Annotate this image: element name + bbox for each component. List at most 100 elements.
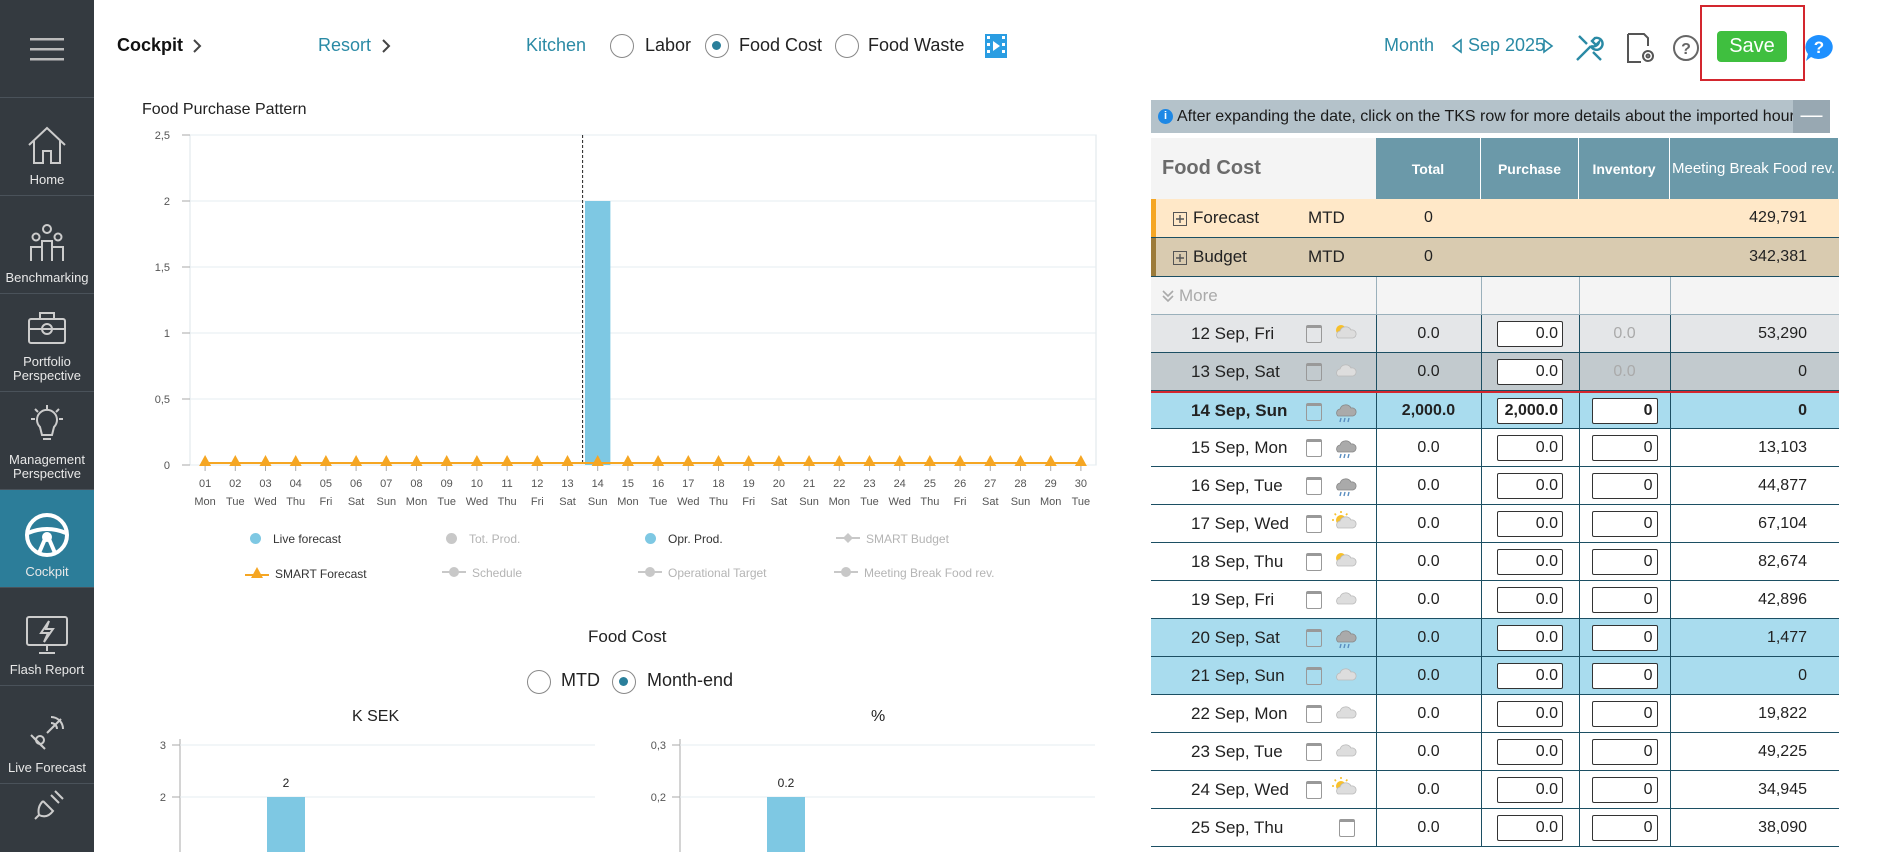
- chat-help-icon[interactable]: ?: [1803, 33, 1835, 63]
- legend-live-forecast[interactable]: Live forecast: [250, 532, 341, 546]
- col-meeting-break[interactable]: Meeting Break Food rev.: [1670, 138, 1839, 199]
- table-row[interactable]: 17 Sep, Wed 0.0 0.0 0 67,104: [1151, 505, 1839, 543]
- inventory-input[interactable]: 0: [1591, 434, 1658, 461]
- col-purchase[interactable]: Purchase: [1481, 138, 1579, 199]
- calendar-icon[interactable]: [1339, 819, 1355, 837]
- legend-operational-target[interactable]: Operational Target: [638, 566, 767, 580]
- video-icon[interactable]: [984, 33, 1008, 59]
- period-label[interactable]: Sep 2025: [1468, 35, 1546, 55]
- sidebar-item-portfolio[interactable]: Portfolio Perspective: [0, 294, 94, 392]
- legend-smart-forecast[interactable]: SMART Forecast: [245, 566, 367, 581]
- labor-label[interactable]: Labor: [645, 35, 692, 55]
- forecast-row[interactable]: Forecast MTD 0 429,791: [1151, 199, 1839, 238]
- month-selector[interactable]: Month: [1384, 35, 1435, 55]
- inventory-input[interactable]: 0: [1591, 548, 1658, 575]
- purchase-input[interactable]: 0.0: [1497, 662, 1563, 689]
- sidebar-item-cockpit[interactable]: Cockpit: [0, 490, 94, 588]
- food-cost-label[interactable]: Food Cost: [739, 35, 823, 55]
- chevron-right-icon[interactable]: [1542, 38, 1554, 54]
- sidebar-item-benchmarking[interactable]: Benchmarking: [0, 196, 94, 294]
- sidebar-item-more[interactable]: [0, 784, 94, 844]
- table-row[interactable]: 18 Sep, Thu 0.0 0.0 0 82,674: [1151, 543, 1839, 581]
- legend-tot-prod[interactable]: Tot. Prod.: [446, 532, 520, 546]
- food-waste-label[interactable]: Food Waste: [868, 35, 965, 55]
- expand-icon[interactable]: [1173, 251, 1187, 265]
- purchase-input[interactable]: 0.0: [1497, 434, 1563, 461]
- table-row[interactable]: 15 Sep, Mon 0.0 0.0 0 13,103: [1151, 429, 1839, 467]
- sidebar-item-live-forecast[interactable]: Live Forecast: [0, 686, 94, 784]
- sidebar-item-home[interactable]: Home: [0, 98, 94, 196]
- calendar-icon[interactable]: [1306, 705, 1322, 723]
- purchase-input[interactable]: 0.0: [1497, 510, 1563, 537]
- food-cost-radio[interactable]: [705, 34, 729, 58]
- legend-opr-prod[interactable]: Opr. Prod.: [645, 532, 723, 546]
- budget-row[interactable]: Budget MTD 0 342,381: [1151, 238, 1839, 277]
- sidebar-item-flash-report[interactable]: Flash Report: [0, 588, 94, 686]
- table-row[interactable]: 14 Sep, Sun 2,000.0 2,000.0 0 0: [1151, 391, 1839, 429]
- labor-radio[interactable]: [610, 34, 634, 58]
- month-end-label[interactable]: Month-end: [647, 670, 734, 690]
- purchase-input[interactable]: 0.0: [1497, 586, 1563, 613]
- mtd-label[interactable]: MTD: [561, 670, 600, 690]
- table-row[interactable]: 24 Sep, Wed 0.0 0.0 0 34,945: [1151, 771, 1839, 809]
- more-row[interactable]: More: [1151, 277, 1839, 315]
- inventory-input[interactable]: 0: [1591, 814, 1658, 841]
- breadcrumb-kitchen[interactable]: Kitchen: [526, 35, 587, 55]
- calendar-icon[interactable]: [1306, 743, 1322, 761]
- calendar-icon[interactable]: [1306, 515, 1322, 533]
- col-inventory[interactable]: Inventory: [1579, 138, 1670, 199]
- table-row[interactable]: 16 Sep, Tue 0.0 0.0 0 44,877: [1151, 467, 1839, 505]
- calendar-icon[interactable]: [1306, 629, 1322, 647]
- inventory-input[interactable]: 0: [1591, 662, 1658, 689]
- table-row[interactable]: 19 Sep, Fri 0.0 0.0 0 42,896: [1151, 581, 1839, 619]
- col-total[interactable]: Total: [1376, 138, 1481, 199]
- purchase-input[interactable]: 0.0: [1497, 776, 1563, 803]
- expand-icon[interactable]: [1173, 212, 1187, 226]
- calendar-icon[interactable]: [1306, 403, 1322, 421]
- inventory-input[interactable]: 0: [1591, 586, 1658, 613]
- calendar-icon[interactable]: [1306, 667, 1322, 685]
- legend-meeting-break[interactable]: Meeting Break Food rev.: [834, 566, 995, 580]
- purchase-input[interactable]: 0.0: [1497, 700, 1563, 727]
- inventory-input[interactable]: 0: [1591, 700, 1658, 727]
- calendar-icon[interactable]: [1306, 591, 1322, 609]
- food-waste-radio[interactable]: [835, 34, 859, 58]
- collapse-button[interactable]: —: [1793, 100, 1830, 133]
- inventory-input[interactable]: 0: [1591, 738, 1658, 765]
- save-button[interactable]: Save: [1717, 31, 1787, 62]
- purchase-input[interactable]: 0.0: [1497, 814, 1563, 841]
- calendar-icon[interactable]: [1306, 363, 1322, 381]
- table-row[interactable]: 20 Sep, Sat 0.0 0.0 0 1,477: [1151, 619, 1839, 657]
- purchase-input[interactable]: 0.0: [1497, 624, 1563, 651]
- table-row[interactable]: 13 Sep, Sat 0.0 0.0 0.0 0: [1151, 353, 1839, 391]
- table-row[interactable]: 12 Sep, Fri 0.0 0.0 0.0 53,290: [1151, 315, 1839, 353]
- inventory-input[interactable]: 0: [1591, 776, 1658, 803]
- inventory-input[interactable]: 0: [1591, 472, 1658, 499]
- legend-smart-budget[interactable]: SMART Budget: [836, 532, 949, 546]
- purchase-input[interactable]: 0.0: [1497, 738, 1563, 765]
- table-row[interactable]: 23 Sep, Tue 0.0 0.0 0 49,225: [1151, 733, 1839, 771]
- chevron-left-icon[interactable]: [1451, 38, 1463, 54]
- sidebar-item-management[interactable]: Management Perspective: [0, 392, 94, 490]
- table-row[interactable]: 21 Sep, Sun 0.0 0.0 0 0: [1151, 657, 1839, 695]
- table-row[interactable]: 25 Sep, Thu 0.0 0.0 0 38,090: [1151, 809, 1839, 847]
- purchase-input[interactable]: 2,000.0: [1497, 397, 1563, 424]
- calendar-icon[interactable]: [1306, 781, 1322, 799]
- inventory-input[interactable]: 0: [1591, 624, 1658, 651]
- report-settings-icon[interactable]: [1625, 32, 1655, 64]
- purchase-input[interactable]: 0.0: [1497, 320, 1563, 347]
- table-row[interactable]: 22 Sep, Mon 0.0 0.0 0 19,822: [1151, 695, 1839, 733]
- mtd-radio[interactable]: [527, 670, 551, 694]
- tools-icon[interactable]: [1573, 32, 1605, 64]
- help-icon[interactable]: ?: [1672, 34, 1700, 62]
- calendar-icon[interactable]: [1306, 477, 1322, 495]
- menu-button[interactable]: [0, 0, 94, 98]
- purchase-input[interactable]: 0.0: [1497, 358, 1563, 385]
- legend-schedule[interactable]: Schedule: [442, 566, 522, 580]
- breadcrumb-cockpit[interactable]: Cockpit: [117, 35, 184, 55]
- calendar-icon[interactable]: [1306, 553, 1322, 571]
- purchase-input[interactable]: 0.0: [1497, 472, 1563, 499]
- calendar-icon[interactable]: [1306, 325, 1322, 343]
- inventory-input[interactable]: 0: [1591, 397, 1658, 424]
- purchase-input[interactable]: 0.0: [1497, 548, 1563, 575]
